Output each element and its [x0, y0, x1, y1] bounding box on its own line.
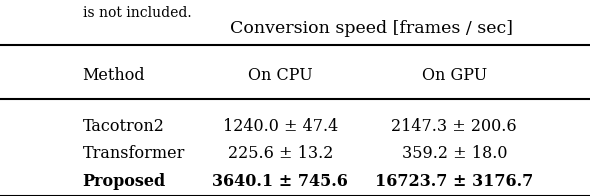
Text: is not included.: is not included. [83, 6, 191, 20]
Text: On CPU: On CPU [248, 67, 313, 84]
Text: Proposed: Proposed [83, 173, 166, 190]
Text: Tacotron2: Tacotron2 [83, 118, 165, 135]
Text: On GPU: On GPU [422, 67, 487, 84]
Text: Transformer: Transformer [83, 145, 185, 162]
Text: 225.6 ± 13.2: 225.6 ± 13.2 [228, 145, 333, 162]
Text: 3640.1 ± 745.6: 3640.1 ± 745.6 [212, 173, 348, 190]
Text: 2147.3 ± 200.6: 2147.3 ± 200.6 [392, 118, 517, 135]
Text: 16723.7 ± 3176.7: 16723.7 ± 3176.7 [375, 173, 533, 190]
Text: 1240.0 ± 47.4: 1240.0 ± 47.4 [222, 118, 338, 135]
Text: Method: Method [83, 67, 145, 84]
Text: 359.2 ± 18.0: 359.2 ± 18.0 [402, 145, 507, 162]
Text: Conversion speed [frames / sec]: Conversion speed [frames / sec] [230, 20, 513, 37]
